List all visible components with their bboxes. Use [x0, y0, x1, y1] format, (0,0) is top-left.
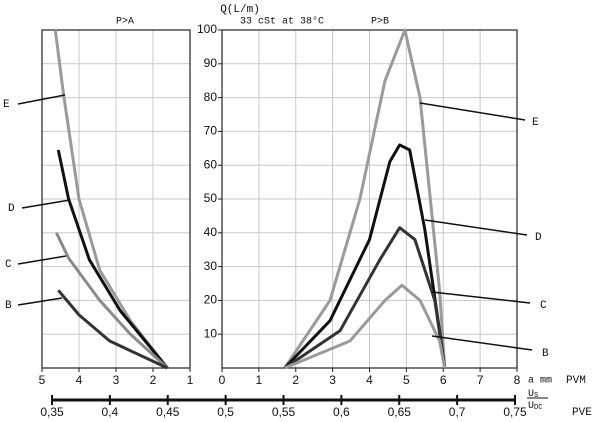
curve: [57, 289, 169, 370]
curve-label: C: [540, 300, 547, 312]
x-tick-label: 1: [187, 373, 194, 387]
x-tick-label: 6: [440, 373, 447, 387]
y-tick-label: 50: [204, 191, 218, 205]
x-tick-label: 2: [150, 373, 157, 387]
x-tick-label: 3: [329, 373, 336, 387]
x-tick-label: 1: [256, 373, 263, 387]
curve: [283, 28, 447, 369]
ratio-denominator-sub: DC: [534, 404, 542, 412]
curve-label: D: [535, 232, 542, 244]
y-tick-label: 60: [204, 157, 218, 171]
y-tick-label: 10: [204, 326, 218, 340]
x-tick-label: 5: [403, 373, 410, 387]
y-tick-label: 20: [204, 293, 218, 307]
x-tick-label: 0: [219, 373, 226, 387]
pve-name: PVE: [572, 407, 592, 419]
y-tick-label: 30: [204, 259, 218, 273]
y-tick-label: 70: [204, 124, 218, 138]
ratio-denominator-letter: U: [528, 401, 534, 412]
x-tick-label: 8: [514, 373, 521, 387]
leader-line: [17, 297, 63, 306]
leader-line: [431, 335, 533, 351]
curve-label: E: [3, 99, 10, 111]
curve: [284, 283, 447, 370]
curve-label: B: [5, 300, 12, 312]
ratio-numerator: US: [528, 389, 538, 400]
x-axis-label: a mm: [528, 376, 552, 387]
pve-tick-label: 0,35: [40, 405, 64, 419]
pve-tick-label: 0,7: [449, 405, 466, 419]
panel-frame: [221, 29, 518, 369]
pve-tick-label: 0,45: [156, 405, 180, 419]
pve-tick-label: 0,75: [503, 405, 527, 419]
y-tick-label: 80: [204, 90, 218, 104]
ratio-denominator: UDC: [528, 401, 542, 412]
ratio-numerator-letter: U: [528, 389, 534, 400]
curve-label: E: [532, 117, 539, 129]
curve: [56, 149, 169, 369]
x-axis-name: PVM: [566, 375, 586, 387]
pve-tick-label: 0,6: [333, 405, 350, 419]
leader-line: [431, 291, 531, 304]
curve-label: B: [542, 348, 549, 360]
ratio-numerator-sub: S: [534, 392, 538, 400]
leader-line: [17, 255, 67, 265]
pve-tick-label: 0,55: [272, 405, 296, 419]
panel-title: P>A: [116, 17, 134, 28]
y-tick-label: 40: [204, 225, 218, 239]
curve: [283, 226, 447, 370]
y-axis-label: Q(L/m): [220, 4, 260, 16]
x-tick-label: 7: [477, 373, 484, 387]
leader-line: [419, 102, 526, 121]
x-tick-label: 2: [292, 373, 299, 387]
y-tick-label: 90: [204, 56, 218, 70]
leader-line: [21, 199, 71, 209]
pve-tick-label: 0,5: [217, 405, 234, 419]
curve-label: D: [8, 203, 15, 215]
x-tick-label: 5: [39, 373, 46, 387]
subtitle: 33 cSt at 38°C: [240, 16, 324, 28]
panel-frame: [41, 29, 191, 369]
pve-tick-label: 0,4: [102, 405, 119, 419]
leader-line: [424, 219, 528, 236]
curve-label: C: [5, 259, 12, 271]
pve-tick-label: 0,65: [388, 405, 412, 419]
x-tick-label: 4: [76, 373, 83, 387]
panel-title: P>B: [371, 17, 389, 28]
leader-line: [17, 94, 66, 105]
x-tick-label: 4: [366, 373, 373, 387]
x-tick-label: 3: [113, 373, 120, 387]
y-tick-label: 100: [197, 22, 217, 36]
curve: [55, 232, 169, 370]
